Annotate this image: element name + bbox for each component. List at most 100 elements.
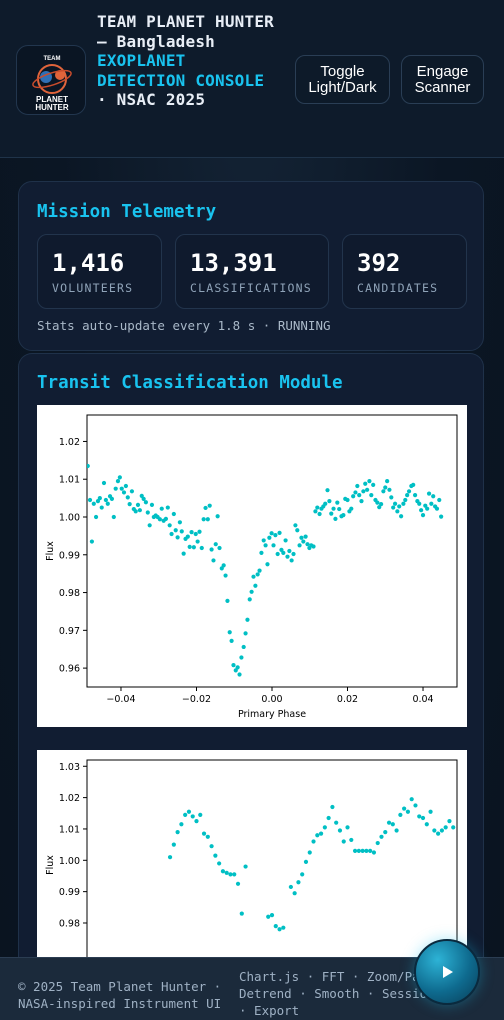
data-point [315,505,320,510]
data-point [213,542,218,547]
data-point [323,501,328,506]
light-curve-plot-2[interactable]: 0.98 0.99 1.00 1.01 1.02 1.03 Flux [37,750,467,970]
data-point [103,497,108,503]
data-point [101,480,107,486]
y-tick-label: 1.01 [59,824,80,835]
data-point [169,531,174,537]
data-point [428,809,433,814]
data-point [198,812,203,817]
data-point [263,543,268,548]
data-point [360,848,365,853]
data-point [381,489,386,494]
data-point [419,508,424,513]
data-point [386,820,392,825]
data-point [283,538,288,543]
data-point [235,881,241,886]
data-point [253,583,258,588]
data-point [173,528,178,533]
data-point [409,797,414,802]
data-point [215,514,220,519]
data-point [318,831,324,836]
data-point [105,501,110,506]
data-point [211,558,216,563]
data-point [99,505,104,510]
data-point [235,665,240,670]
data-point [177,520,182,525]
data-point [398,812,403,817]
data-point [229,638,234,644]
data-point [296,880,301,885]
data-point [337,506,342,512]
data-point [311,839,316,844]
data-point [369,492,374,498]
y-tick-label: 1.03 [59,762,80,773]
logo-text-mid: PLANET [36,95,68,104]
data-point [157,517,162,522]
data-point [447,405,451,407]
data-point [406,489,412,494]
data-point [392,501,398,506]
data-point [443,825,448,830]
y-tick-label: 1.01 [59,475,80,486]
y-tick-label: 1.00 [59,513,80,524]
y-tick-label: 0.99 [59,550,80,561]
data-point [255,572,260,577]
data-point [307,850,312,855]
data-point [181,551,186,556]
data-point [441,405,445,407]
light-curve-plot[interactable]: 0.96 0.97 0.98 0.99 1.00 1.01 1.02 −0.04 −0.02 0.… [37,405,467,727]
data-point [412,492,418,498]
data-point [281,550,286,555]
data-point [147,523,152,528]
play-scan-button[interactable] [414,939,480,1005]
data-point [325,488,330,493]
data-point [300,872,305,877]
data-point [399,514,404,519]
data-point [194,819,199,824]
data-point [341,839,346,844]
data-point [125,495,130,500]
data-point [143,500,148,505]
data-point [179,529,184,534]
data-point [285,554,290,559]
data-point [273,924,278,929]
data-point [326,815,331,821]
app-header: TEAM PLANET HUNTER TEAM PLANET HUNTER — … [0,0,504,158]
x-axis-label: Primary Phase [238,709,306,720]
data-point [379,502,384,507]
data-point [193,531,198,537]
toggle-theme-button[interactable]: Toggle Light/Dark [295,55,390,104]
data-point [87,497,93,503]
data-point [334,820,339,825]
data-point [292,891,297,896]
y-axis-label: Flux [45,855,56,875]
y-tick-label: 1.02 [59,793,80,804]
data-point [413,803,418,808]
stat-label: CLASSIFICATIONS [190,281,312,295]
footer-features: Chart.js · FFT · Zoom/Pan · Detrend · Sm… [239,969,443,1018]
data-point [266,914,271,919]
data-point [383,485,388,490]
data-point [287,548,292,554]
light-curve-chart: 0.96 0.97 0.98 0.99 1.00 1.01 1.02 −0.04 −0.02 0.… [45,405,458,720]
team-logo: TEAM PLANET HUNTER [16,45,86,115]
y-tick-label: 0.98 [59,918,80,929]
stat-volunteers: 1,416 VOLUNTEERS [37,234,162,309]
stat-classifications: 13,391 CLASSIFICATIONS [175,234,329,309]
data-point [337,828,343,833]
data-point [345,825,350,830]
data-point [179,822,184,827]
data-point [322,825,327,830]
app-title-suffix: · NSAC 2025 [97,90,206,109]
engage-scanner-button[interactable]: Engage Scanner [401,55,484,104]
stat-value: 13,391 [190,249,277,277]
data-point [135,502,141,508]
data-point [371,482,376,487]
data-point [439,828,444,833]
plot-frame [86,759,458,970]
data-point [109,496,115,501]
data-point [267,535,272,540]
data-point [119,486,124,491]
data-point [432,828,437,833]
data-point [243,864,248,869]
